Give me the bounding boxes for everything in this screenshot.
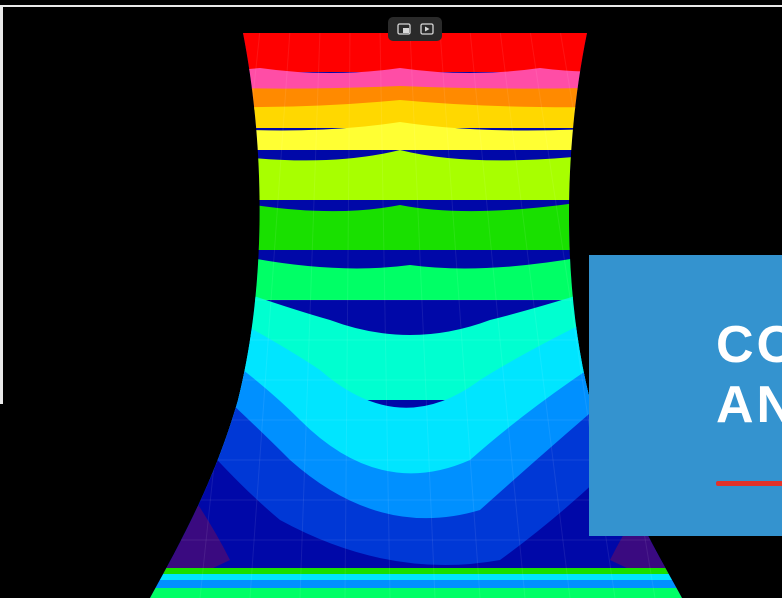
frame-border-top: [0, 5, 782, 7]
contour-band: [150, 230, 682, 300]
picture-in-picture-icon[interactable]: [395, 21, 413, 37]
contour-band: [150, 100, 682, 128]
title-card: CO AN: [589, 255, 782, 536]
contour-band: [150, 580, 682, 588]
contour-band: [150, 574, 682, 580]
contour-band: [150, 140, 682, 200]
card-title-line-1: CO: [716, 316, 782, 374]
contour-band: [150, 180, 682, 250]
contour-band: [150, 568, 682, 574]
contour-band: [150, 588, 682, 598]
contour-band: [150, 370, 682, 598]
play-screen-icon[interactable]: [418, 21, 436, 37]
title-underline: [716, 481, 782, 486]
contour-band: [150, 84, 682, 110]
contour-band: [150, 120, 682, 150]
contour-band: [150, 66, 682, 90]
card-title: CO AN: [716, 315, 782, 435]
card-title-line-2: AN: [716, 376, 782, 434]
frame-border-left: [0, 5, 3, 404]
media-controls: [388, 17, 442, 41]
